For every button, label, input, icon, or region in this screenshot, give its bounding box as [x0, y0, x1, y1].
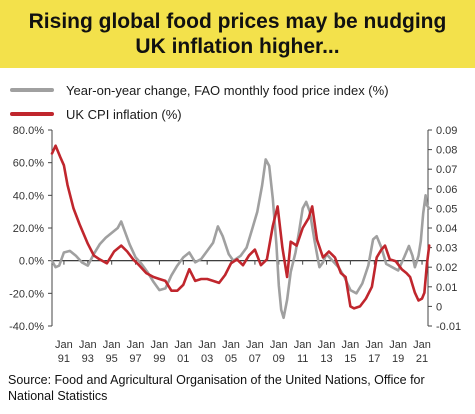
x-tick-label-year: 03: [201, 353, 213, 365]
y-left-tick-label: 40.0%: [13, 190, 44, 202]
x-tick-label-year: 15: [344, 353, 356, 365]
series-line-fao: [50, 158, 431, 320]
y-right-tick-label: 0.01: [436, 282, 457, 294]
x-tick-label-year: 11: [297, 353, 308, 365]
x-tick-label-year: 01: [177, 353, 189, 365]
legend-label-cpi: UK CPI inflation (%): [66, 106, 182, 122]
source-note: Source: Food and Agricultural Organisati…: [8, 373, 425, 403]
x-tick-label-year: 17: [368, 353, 380, 365]
x-tick-label-month: Jan: [413, 339, 431, 351]
legend-item-fao: Year-on-year change, FAO monthly food pr…: [10, 78, 389, 102]
x-tick-label-month: Jan: [246, 339, 264, 351]
x-tick-label-month: Jan: [103, 339, 121, 351]
x-tick-label-month: Jan: [151, 339, 169, 351]
legend-swatch-fao: [10, 88, 54, 92]
y-left-tick-label: -40.0%: [9, 321, 44, 333]
y-right-tick-label: 0.02: [436, 262, 457, 274]
chart-plot: 80.0% 60.0% 40.0% 20.0% 0.0% -20.0% -40.0% 0.09…: [9, 125, 461, 365]
x-tick-label-year: 13: [320, 353, 332, 365]
x-tick-label-month: Jan: [294, 339, 312, 351]
x-tick-label-year: 09: [273, 353, 285, 365]
x-tick-label-year: 99: [153, 353, 165, 365]
x-tick-label-month: Jan: [79, 339, 97, 351]
x-tick-label-year: 97: [129, 353, 141, 365]
legend-item-cpi: UK CPI inflation (%): [10, 102, 389, 126]
legend: Year-on-year change, FAO monthly food pr…: [10, 78, 389, 126]
x-tick-label-year: 93: [82, 353, 94, 365]
y-right-tick-label: 0.03: [436, 243, 457, 255]
legend-swatch-cpi: [10, 112, 54, 116]
y-left-tick-label: 80.0%: [13, 125, 44, 137]
x-tick-label-month: Jan: [318, 339, 336, 351]
y-right-tick-label: 0.07: [436, 164, 457, 176]
y-right-tick-label: 0.06: [436, 184, 457, 196]
x-tick-label-month: Jan: [55, 339, 73, 351]
x-tick-label-year: 91: [58, 353, 70, 365]
x-tick-label-month: Jan: [365, 339, 383, 351]
y-left-tick-label: 20.0%: [13, 223, 44, 235]
x-tick-label-year: 07: [249, 353, 261, 365]
x-tick-label-year: 19: [392, 353, 404, 365]
y-right-tick-label: 0.08: [436, 145, 457, 157]
x-tick-label-month: Jan: [198, 339, 216, 351]
y-right-tick-label: 0.05: [436, 203, 457, 215]
title-banner: Rising global food prices may be nudging…: [0, 0, 475, 68]
y-left-tick-label: -20.0%: [9, 288, 44, 300]
y-right-tick-label: 0: [436, 301, 442, 313]
x-tick-label-year: 21: [416, 353, 428, 365]
x-tick-label-year: 95: [106, 353, 118, 365]
x-tick-label-year: 05: [225, 353, 237, 365]
legend-label-fao: Year-on-year change, FAO monthly food pr…: [66, 82, 389, 98]
y-left-tick-label: 60.0%: [13, 158, 44, 170]
x-tick-label-month: Jan: [270, 339, 288, 351]
x-tick-label-month: Jan: [174, 339, 192, 351]
chart-title: Rising global food prices may be nudging…: [28, 10, 447, 58]
x-tick-label-month: Jan: [389, 339, 407, 351]
x-tick-label-month: Jan: [222, 339, 240, 351]
y-right-tick-label: 0.04: [436, 223, 457, 235]
y-right-tick-label: 0.09: [436, 125, 457, 137]
x-tick-label-month: Jan: [127, 339, 145, 351]
y-right-tick-label: -0.01: [436, 321, 461, 333]
x-tick-label-month: Jan: [342, 339, 360, 351]
series-line-cpi: [50, 144, 431, 310]
y-left-tick-label: 0.0%: [19, 256, 44, 268]
